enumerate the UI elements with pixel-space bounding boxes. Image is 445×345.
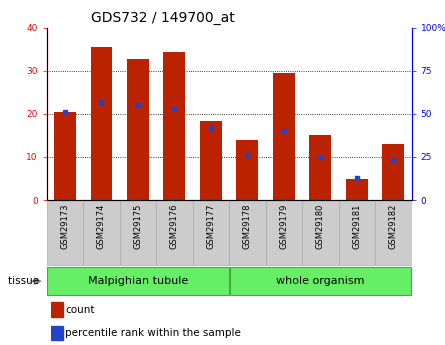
Text: percentile rank within the sample: percentile rank within the sample [65, 328, 241, 338]
Bar [309, 135, 332, 200]
Bar [127, 59, 149, 200]
Text: tissue: tissue [8, 276, 42, 286]
FancyBboxPatch shape [47, 201, 83, 265]
Bar [51, 326, 63, 340]
Bar [54, 112, 76, 200]
FancyBboxPatch shape [375, 201, 412, 265]
Bar [200, 121, 222, 200]
FancyBboxPatch shape [339, 201, 375, 265]
Bar [273, 73, 295, 200]
Text: GSM29176: GSM29176 [170, 203, 179, 249]
FancyBboxPatch shape [83, 201, 120, 265]
Text: GSM29182: GSM29182 [389, 203, 398, 249]
Text: Malpighian tubule: Malpighian tubule [88, 276, 188, 286]
Bar [382, 144, 405, 200]
Text: GSM29178: GSM29178 [243, 203, 252, 249]
FancyBboxPatch shape [120, 201, 156, 265]
FancyBboxPatch shape [193, 201, 229, 265]
Text: GSM29177: GSM29177 [206, 203, 215, 249]
Bar [163, 52, 186, 200]
FancyBboxPatch shape [47, 267, 229, 295]
Text: GDS732 / 149700_at: GDS732 / 149700_at [90, 11, 234, 25]
Bar [346, 179, 368, 200]
FancyBboxPatch shape [156, 201, 193, 265]
Text: GSM29173: GSM29173 [61, 203, 69, 249]
Text: GSM29174: GSM29174 [97, 203, 106, 249]
Text: GSM29181: GSM29181 [352, 203, 361, 249]
Bar [236, 140, 259, 200]
Text: whole organism: whole organism [276, 276, 364, 286]
FancyBboxPatch shape [229, 201, 266, 265]
Text: GSM29180: GSM29180 [316, 203, 325, 249]
Text: GSM29179: GSM29179 [279, 203, 288, 249]
Text: GSM29175: GSM29175 [134, 203, 142, 249]
Bar [90, 47, 113, 200]
FancyBboxPatch shape [230, 267, 411, 295]
FancyBboxPatch shape [302, 201, 339, 265]
Text: count: count [65, 305, 95, 315]
FancyBboxPatch shape [266, 201, 302, 265]
Bar [51, 303, 63, 317]
